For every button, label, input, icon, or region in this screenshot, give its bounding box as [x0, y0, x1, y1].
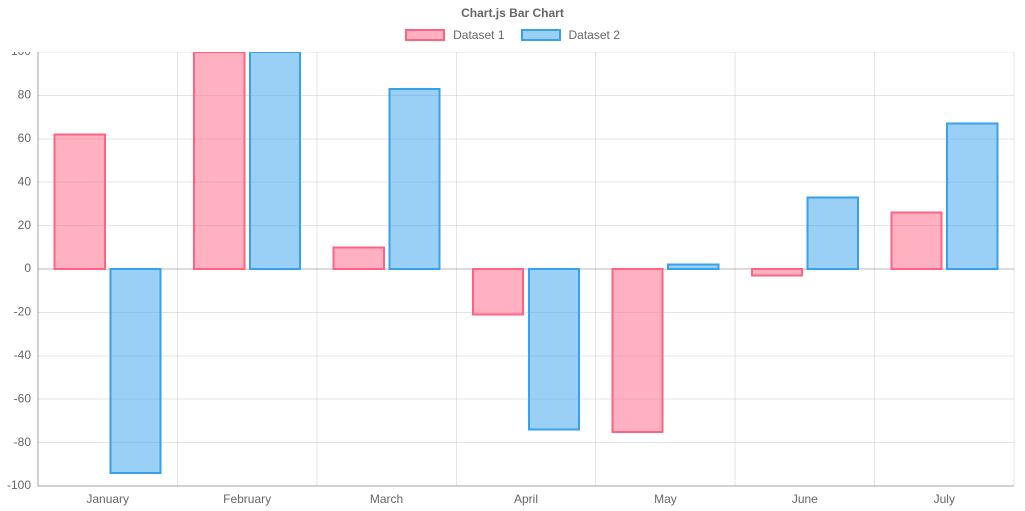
legend-label-dataset-1: Dataset 1	[453, 28, 504, 42]
y-tick-label: -80	[14, 435, 32, 449]
bar-dataset-1-january[interactable]	[55, 134, 105, 269]
bar-dataset-2-july[interactable]	[947, 124, 997, 269]
y-tick-label: 40	[18, 174, 32, 188]
y-tick-label: 60	[18, 131, 32, 145]
y-tick-label: 100	[11, 52, 31, 58]
x-tick-label: February	[223, 492, 271, 506]
legend-item-dataset-2[interactable]: Dataset 2	[521, 28, 620, 42]
bar-dataset-1-march[interactable]	[334, 247, 384, 269]
x-tick-label: May	[654, 492, 677, 506]
bar-dataset-1-february[interactable]	[194, 52, 244, 269]
chart-legend: Dataset 1 Dataset 2	[0, 28, 1025, 42]
bar-dataset-2-may[interactable]	[668, 265, 718, 269]
y-tick-label: -20	[14, 305, 32, 319]
bar-dataset-1-june[interactable]	[752, 269, 802, 276]
x-tick-label: July	[934, 492, 955, 506]
chart-plot: -100 -80 -60 -40 -20 0 20 40 60 80 100 January Febr…	[0, 52, 1024, 511]
x-tick-label: March	[370, 492, 403, 506]
bar-dataset-2-june[interactable]	[808, 197, 858, 269]
y-tick-label: 80	[18, 88, 32, 102]
bar-dataset-2-january[interactable]	[111, 269, 161, 473]
legend-label-dataset-2: Dataset 2	[569, 28, 620, 42]
y-tick-label: -100	[7, 478, 31, 492]
gridlines	[38, 52, 1014, 486]
x-tick-label: January	[86, 492, 129, 506]
x-tick-labels: January February March April May June July	[86, 492, 955, 506]
bar-dataset-2-february[interactable]	[250, 52, 300, 269]
legend-swatch-dataset-2	[521, 29, 561, 41]
y-tick-label: -60	[14, 391, 32, 405]
bar-dataset-1-july[interactable]	[891, 213, 941, 269]
bar-dataset-2-april[interactable]	[529, 269, 579, 430]
bar-dataset-1-may[interactable]	[612, 269, 662, 432]
chart-container: Chart.js Bar Chart Dataset 1 Dataset 2 -…	[0, 0, 1025, 511]
y-tick-label: 20	[18, 218, 32, 232]
bars-group	[55, 52, 998, 473]
y-tick-label: 0	[24, 261, 31, 275]
bar-dataset-1-april[interactable]	[473, 269, 523, 315]
y-tick-label: -40	[14, 348, 32, 362]
chart-title: Chart.js Bar Chart	[0, 6, 1025, 20]
x-tick-label: April	[514, 492, 538, 506]
legend-item-dataset-1[interactable]: Dataset 1	[405, 28, 504, 42]
bar-dataset-2-march[interactable]	[389, 89, 439, 269]
legend-swatch-dataset-1	[405, 29, 445, 41]
x-tick-label: June	[792, 492, 818, 506]
y-tick-labels: -100 -80 -60 -40 -20 0 20 40 60 80 100	[7, 52, 31, 492]
